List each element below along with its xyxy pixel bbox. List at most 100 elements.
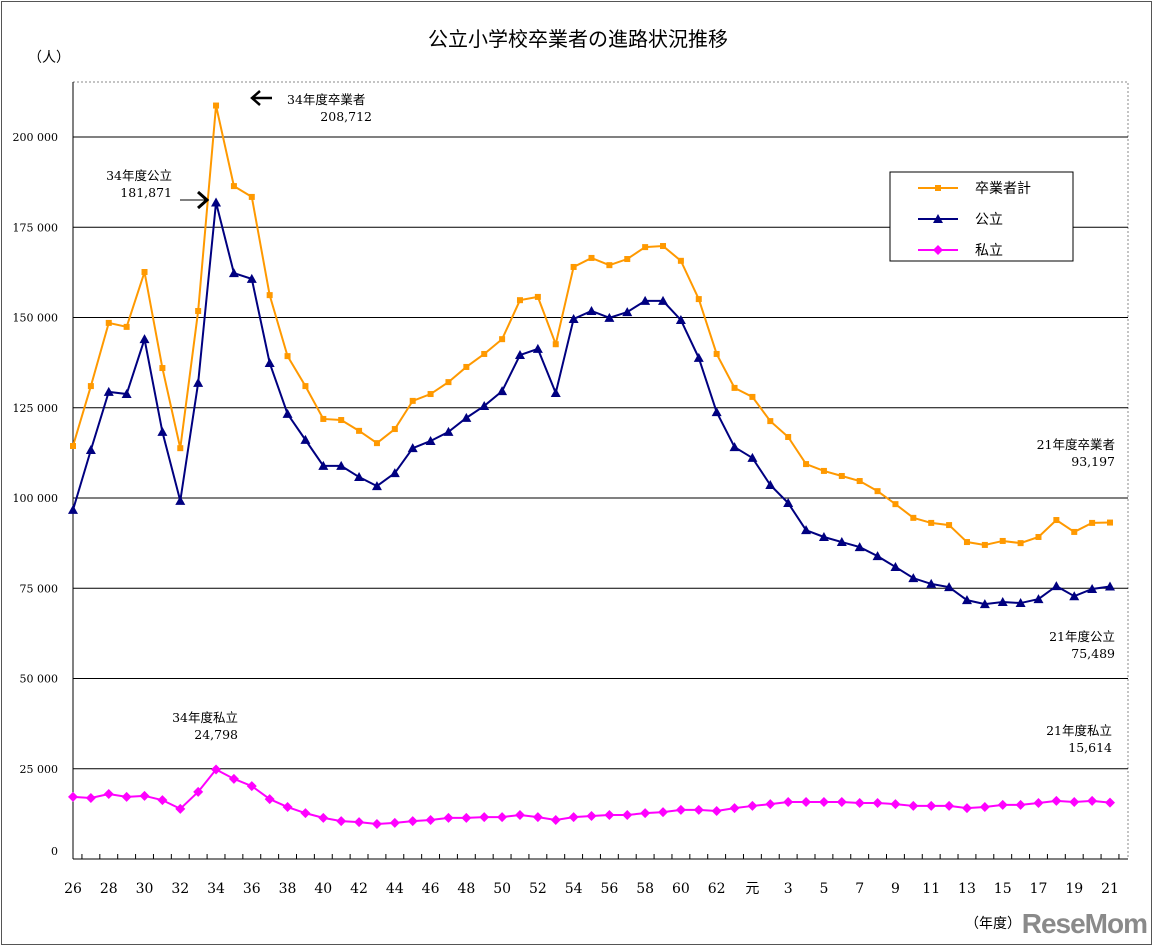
- data-point-diamond: [228, 773, 239, 784]
- data-point-diamond: [121, 791, 132, 802]
- data-point-triangle: [711, 407, 722, 417]
- x-tick-label: 36: [243, 881, 261, 897]
- data-point-triangle: [604, 312, 615, 322]
- x-tick-label: 13: [958, 881, 976, 897]
- x-tick-label: 58: [636, 881, 654, 897]
- data-point-square: [874, 488, 881, 495]
- annotation-title: 21年度私立: [1046, 723, 1112, 738]
- x-tick-label: 26: [64, 881, 82, 897]
- data-point-triangle: [765, 480, 776, 490]
- data-point-triangle: [336, 460, 347, 470]
- data-point-diamond: [586, 811, 597, 822]
- arrow-right-icon: [197, 190, 210, 210]
- data-point-triangle: [675, 315, 686, 325]
- data-point-diamond: [389, 817, 400, 828]
- data-point-triangle: [1087, 583, 1098, 593]
- data-point-triangle: [479, 400, 490, 410]
- x-tick-label: 15: [994, 881, 1012, 897]
- annotation: 21年度私立 15,614: [1046, 723, 1112, 755]
- data-point-diamond: [944, 800, 955, 811]
- data-point-diamond: [783, 796, 794, 807]
- y-tick-label: 0: [51, 845, 58, 858]
- data-point-square: [963, 539, 970, 546]
- annotation-value: 208,712: [320, 109, 372, 124]
- data-point-triangle: [818, 531, 829, 541]
- data-point-triangle: [872, 551, 883, 561]
- data-point-square: [1053, 517, 1060, 524]
- data-point-triangle: [497, 386, 508, 396]
- data-point-square: [159, 365, 166, 372]
- y-axis-label: （人）: [28, 50, 70, 66]
- y-tick-label: 75 000: [20, 582, 59, 595]
- x-tick-label: 32: [171, 881, 189, 897]
- data-point-triangle: [264, 357, 275, 367]
- data-point-diamond: [354, 817, 365, 828]
- y-tick-label: 100 000: [13, 492, 59, 505]
- data-point-diamond: [1105, 797, 1115, 808]
- data-point-square: [731, 384, 738, 391]
- data-point-diamond: [175, 803, 186, 814]
- data-point-triangle: [961, 595, 972, 605]
- data-point-diamond: [604, 809, 615, 820]
- data-point-square: [284, 353, 291, 360]
- data-point-square: [892, 501, 899, 508]
- x-tick-label: 56: [600, 881, 618, 897]
- x-tick-label: 60: [672, 881, 690, 897]
- data-point-square: [516, 297, 523, 304]
- data-point-diamond: [658, 807, 669, 818]
- data-point-square: [999, 537, 1006, 544]
- annotation-value: 75,489: [1071, 646, 1115, 661]
- data-point-diamond: [747, 800, 758, 811]
- y-tick-label: 175 000: [13, 221, 59, 234]
- legend-label: 卒業者計: [975, 181, 1031, 197]
- data-point-triangle: [908, 573, 919, 583]
- x-tick-label: 48: [457, 881, 475, 897]
- legend-label: 私立: [975, 243, 1003, 259]
- data-point-square: [302, 383, 309, 390]
- data-point-square: [499, 336, 506, 343]
- data-point-triangle: [1015, 598, 1026, 608]
- x-tick-label: 19: [1065, 881, 1083, 897]
- x-tick-label: 28: [100, 881, 118, 897]
- data-point-triangle: [532, 343, 543, 353]
- data-point-diamond: [908, 800, 919, 811]
- data-point-diamond: [193, 786, 204, 797]
- data-point-square: [87, 383, 94, 390]
- data-point-triangle: [854, 542, 865, 552]
- data-point-square: [928, 519, 935, 526]
- x-tick-label: 5: [819, 881, 828, 897]
- data-point-triangle: [300, 434, 311, 444]
- data-point-triangle: [1105, 581, 1115, 591]
- watermark-logo: ReseMom: [1021, 908, 1148, 939]
- data-point-square: [338, 417, 345, 424]
- data-point-square: [570, 263, 577, 270]
- data-point-square: [1035, 533, 1042, 540]
- data-point-square: [391, 426, 398, 433]
- data-point-square: [803, 461, 810, 468]
- data-point-square: [935, 185, 941, 191]
- data-point-diamond: [729, 803, 740, 814]
- x-tick-label: 17: [1030, 881, 1048, 897]
- data-point-square: [838, 472, 845, 479]
- data-point-square: [409, 397, 416, 404]
- data-point-diamond: [854, 798, 865, 809]
- data-point-diamond: [497, 812, 508, 823]
- data-point-diamond: [979, 802, 990, 813]
- data-point-triangle: [85, 444, 96, 454]
- data-point-triangle: [389, 468, 400, 478]
- x-tick-label: 9: [891, 881, 900, 897]
- data-point-diamond: [211, 764, 222, 775]
- data-point-triangle: [926, 578, 937, 588]
- data-point-square: [266, 292, 273, 299]
- data-point-diamond: [675, 804, 686, 815]
- data-point-diamond: [443, 812, 454, 823]
- data-point-square: [820, 467, 827, 474]
- data-point-square: [356, 427, 363, 434]
- annotation-title: 34年度卒業者: [287, 92, 365, 107]
- data-point-diamond: [514, 809, 525, 820]
- data-point-square: [463, 363, 470, 370]
- data-point-square: [534, 293, 541, 300]
- data-point-diamond: [568, 812, 579, 823]
- annotation-title: 21年度公立: [1049, 629, 1115, 644]
